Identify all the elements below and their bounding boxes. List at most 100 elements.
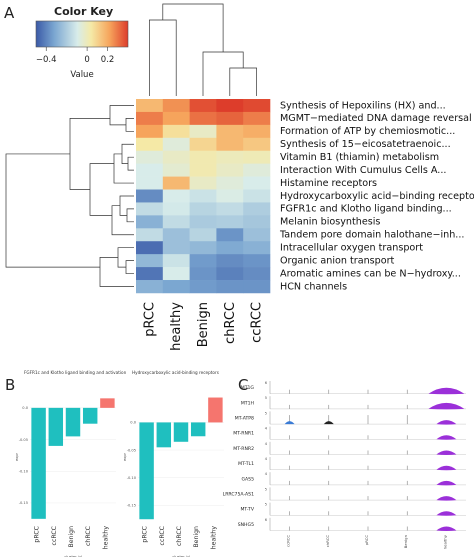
pathway-label: Synthesis of 15−eicosatetraenoic... [280,139,451,150]
heatmap-cell [162,99,190,113]
heatmap-cell [189,99,217,113]
heatmap-cell [216,176,244,190]
bar [208,397,223,423]
bar [31,407,46,519]
heatmap-cell [136,267,164,281]
heatmap-cell [162,176,190,190]
y-tick-label: 0.0 [22,406,28,410]
violin-shape [436,435,457,440]
violin-ymax-label: 5 [265,411,267,415]
dendrogram-branch [162,3,224,52]
heatmap-cell [189,267,217,281]
row-dendrogram [5,105,134,287]
gene-label: SNHG5 [238,522,254,528]
violin-ymax-label: 6 [265,518,268,522]
heatmap-cell [136,111,164,126]
panel-b1-bars: 0.0 -0.05 -0.10 -0.15 pRCC ccRCC Benign chRCC he… [15,398,116,557]
violin-shape [436,496,457,501]
heatmap-cell [162,189,190,203]
violin-shape [428,387,465,395]
heatmap-cell [189,254,217,268]
heatmap-cell [243,254,271,268]
violin-ymax-label: 4 [265,457,268,461]
heatmap-cell [243,163,271,177]
bar [139,422,154,520]
color-key-value-label: Value [70,70,93,80]
heatmap-cell [162,137,190,152]
panel-b1-title: FGFR1c and Klotho ligand binding and act… [24,370,127,375]
y-tick-label: -0.05 [127,448,136,452]
heatmap-cell [216,124,244,139]
violin-ymax-label: 6 [265,381,268,385]
y-tick-label: -0.15 [19,501,28,505]
x-category-label: ccRCC [51,526,58,545]
heatmap-cell [243,150,271,164]
heatmap-cell [243,280,271,294]
heatmap-cell [243,124,271,139]
heatmap-cell [189,241,217,255]
gene-label: MT-TL1 [238,461,254,467]
heatmap-cell [243,137,271,152]
pathway-label: Interaction With Cumulus Cells A... [280,165,446,176]
panel-b: FGFR1c and Klotho ligand binding and act… [15,370,230,557]
bar [48,407,64,446]
heatmap-cell [162,124,190,139]
bar [82,407,98,424]
heatmap-cell [189,176,217,190]
violin-group-label: healthy [442,534,447,549]
violin-ymax-label: 4 [265,442,268,446]
gene-label: MT1G [241,385,255,391]
pathway-label: MGMT−mediated DNA damage reversal [280,113,472,124]
x-category-label: healthy [102,526,109,550]
column-label: pRCC [142,302,157,337]
x-category-label: healthy [210,526,217,550]
y-axis-label: expr [123,452,127,461]
heatmap-cell [216,99,244,113]
column-label: chRCC [223,302,238,344]
panel-c: MT1G 6 MT1H 5 MT-ATP8 5 MT-RNR1 4 MT-RNR2 4 MT-TL1… [223,381,466,549]
heatmap-cell [162,202,190,216]
heatmap-cell [136,215,164,229]
pathway-label: Vitamin B1 (thiamin) metabolism [280,152,439,163]
violin-shape [436,450,457,455]
heatmap-cell [162,163,190,177]
gene-label: GAS5 [241,476,254,482]
heatmap-cell [243,99,271,113]
column-dendrogram [149,3,257,96]
violin-group-label: chRCC [325,535,330,548]
pathway-label: Tandem pore domain halothane−inh... [279,230,464,241]
heatmap-cell [162,228,190,242]
pathway-label: Aromatic amines can be N−hydroxy... [280,268,461,279]
heatmap-cell [243,215,271,229]
heatmap-cell [189,189,217,203]
heatmap-cell [136,254,164,268]
pathway-label: Hydroxycarboxylic acid−binding receptors [280,191,474,202]
heatmap-cell [216,111,244,126]
bar [65,407,81,437]
violin-shape [436,465,457,471]
bar [100,398,115,408]
heatmap-cell [136,241,164,255]
heatmap-cell [136,150,164,164]
pathway-label: Melanin biosynthesis [280,217,380,228]
heatmap-cell [216,163,244,177]
violin-ymax-label: 5 [265,487,267,491]
pathway-label: Organic anion transport [280,255,395,266]
heatmap-cell [136,163,164,177]
panel-letter-a: A [4,4,15,22]
heatmap-cell [189,280,217,294]
heatmap-cell [136,202,164,216]
heatmap-cell [162,254,190,268]
heatmap-cell [216,241,244,255]
y-tick-label: -0.05 [19,438,28,442]
heatmap-cell [189,137,217,152]
violin-shape [436,480,457,486]
violin-group-label: ccRCC [286,535,291,547]
violin-shape [323,421,334,425]
heatmap-cell [243,176,271,190]
y-tick-label: -0.10 [19,469,29,473]
heatmap-cell [189,215,217,229]
heatmap-cell [216,254,244,268]
violin-ymax-label: 5 [265,396,267,400]
heatmap-cell [136,189,164,203]
